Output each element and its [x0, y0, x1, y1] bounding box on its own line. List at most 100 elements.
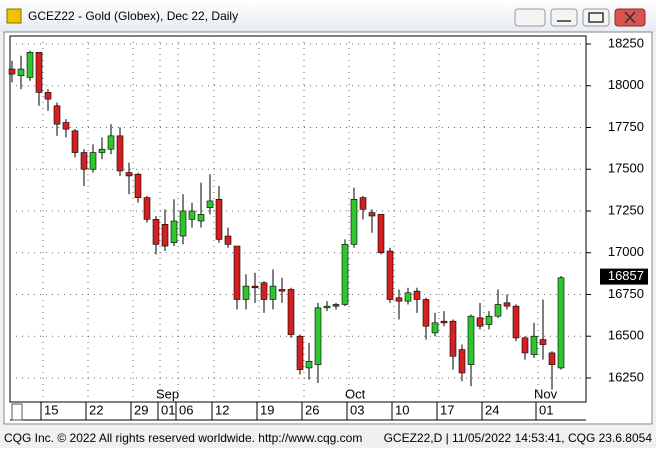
candle-body [233, 245, 241, 300]
candle-body [485, 315, 493, 325]
candle-body [494, 304, 502, 317]
footer-left: CQG Inc. © 2022 All rights reserved worl… [4, 431, 362, 445]
y-tick-label: 18000 [608, 77, 644, 92]
month-label: Oct [345, 386, 366, 401]
app-icon [6, 8, 22, 24]
candle-body [395, 297, 403, 302]
y-tick-label: 17250 [608, 202, 644, 217]
candle-body [440, 320, 448, 324]
candle-body [269, 285, 277, 300]
candle-body [125, 172, 133, 177]
candle-body [71, 130, 79, 153]
x-tick-label: 10 [395, 402, 409, 417]
last-price-label: 16857 [608, 268, 644, 283]
last-price-box [600, 268, 648, 285]
candle-body [35, 52, 43, 93]
candle-body [179, 210, 187, 237]
candle-body [404, 292, 412, 302]
candle-body [305, 360, 313, 369]
candle-body [206, 200, 214, 208]
candle-body [548, 352, 556, 365]
candle-body [458, 349, 466, 374]
link-button[interactable] [514, 8, 546, 27]
candle-body [188, 210, 196, 220]
y-tick-label: 17750 [608, 119, 644, 134]
candle-body [251, 285, 259, 289]
candle-body [503, 302, 511, 307]
candle-body [341, 244, 349, 305]
candle-body [17, 68, 25, 77]
button-glyphs [557, 11, 636, 24]
x-tick-label: 15 [44, 402, 58, 417]
candle-body [422, 299, 430, 327]
month-label: Nov [534, 386, 558, 401]
candle-body [152, 219, 160, 245]
candle-body [449, 320, 457, 357]
footer-right: GCEZ22,D | 11/05/2022 14:53:41, CQG 23.6… [384, 431, 653, 445]
candle-body [467, 315, 475, 365]
plot: 16250 16500 16750 17000 17250 17500 17750 18000… [8, 35, 648, 420]
x-tick-label: 26 [305, 402, 319, 417]
candle-body [89, 152, 97, 170]
candle-body [386, 250, 394, 300]
candle-body [134, 173, 142, 198]
candle-body [431, 322, 439, 334]
candle-body [44, 92, 52, 100]
title-bar [0, 0, 656, 32]
candle-body [557, 277, 565, 369]
candle-body [287, 289, 295, 335]
candle-body [242, 285, 250, 300]
candle-body [350, 198, 358, 245]
candle-body [26, 52, 34, 78]
x-tick-label: 12 [215, 402, 229, 417]
candle-body [197, 214, 205, 222]
x-tick-label: 17 [440, 402, 454, 417]
candle-body [512, 305, 520, 339]
scroll-handle[interactable] [11, 403, 23, 421]
candle-body [359, 197, 367, 210]
x-tick-label: 01 [161, 402, 175, 417]
candle-body [98, 148, 106, 153]
candle-body [278, 289, 286, 292]
x-tick-label: 06 [179, 402, 193, 417]
y-tick-label: 16250 [608, 369, 644, 384]
candle-body [62, 122, 70, 130]
x-tick-label: 19 [260, 402, 274, 417]
candle-body [530, 335, 538, 355]
y-tick-label: 16500 [608, 328, 644, 343]
candle-body [80, 152, 88, 170]
candle-body [368, 212, 376, 217]
maximize-button[interactable] [582, 8, 610, 27]
candle-body [161, 224, 169, 247]
candle-body [521, 337, 529, 354]
x-tick-label: 29 [134, 402, 148, 417]
candle-body [539, 339, 547, 345]
candle-body [332, 304, 340, 307]
x-tick-label: 22 [89, 402, 103, 417]
candle-body [314, 307, 322, 365]
candle-body [107, 135, 115, 150]
candle-body [260, 282, 268, 300]
candle-body [116, 135, 124, 172]
y-tick-label: 17000 [608, 244, 644, 259]
candle-body [413, 290, 421, 300]
x-tick-label: 24 [485, 402, 499, 417]
candle-body [53, 105, 61, 125]
candle-body [143, 197, 151, 220]
candle-body [215, 198, 223, 240]
candle-body [224, 235, 232, 245]
candle-body [377, 214, 385, 254]
minimize-button[interactable] [550, 8, 578, 27]
candle-body [323, 305, 331, 309]
candle-body [170, 220, 178, 244]
candle-body [296, 335, 304, 370]
status-bar [0, 428, 656, 448]
y-tick-label: 16750 [608, 286, 644, 301]
candle-body [8, 68, 16, 75]
y-tick-label: 17500 [608, 161, 644, 176]
month-label: Sep [156, 386, 179, 401]
x-tick-label: 03 [350, 402, 364, 417]
window-title: GCEZ22 - Gold (Globex), Dec 22, Daily [28, 9, 238, 23]
